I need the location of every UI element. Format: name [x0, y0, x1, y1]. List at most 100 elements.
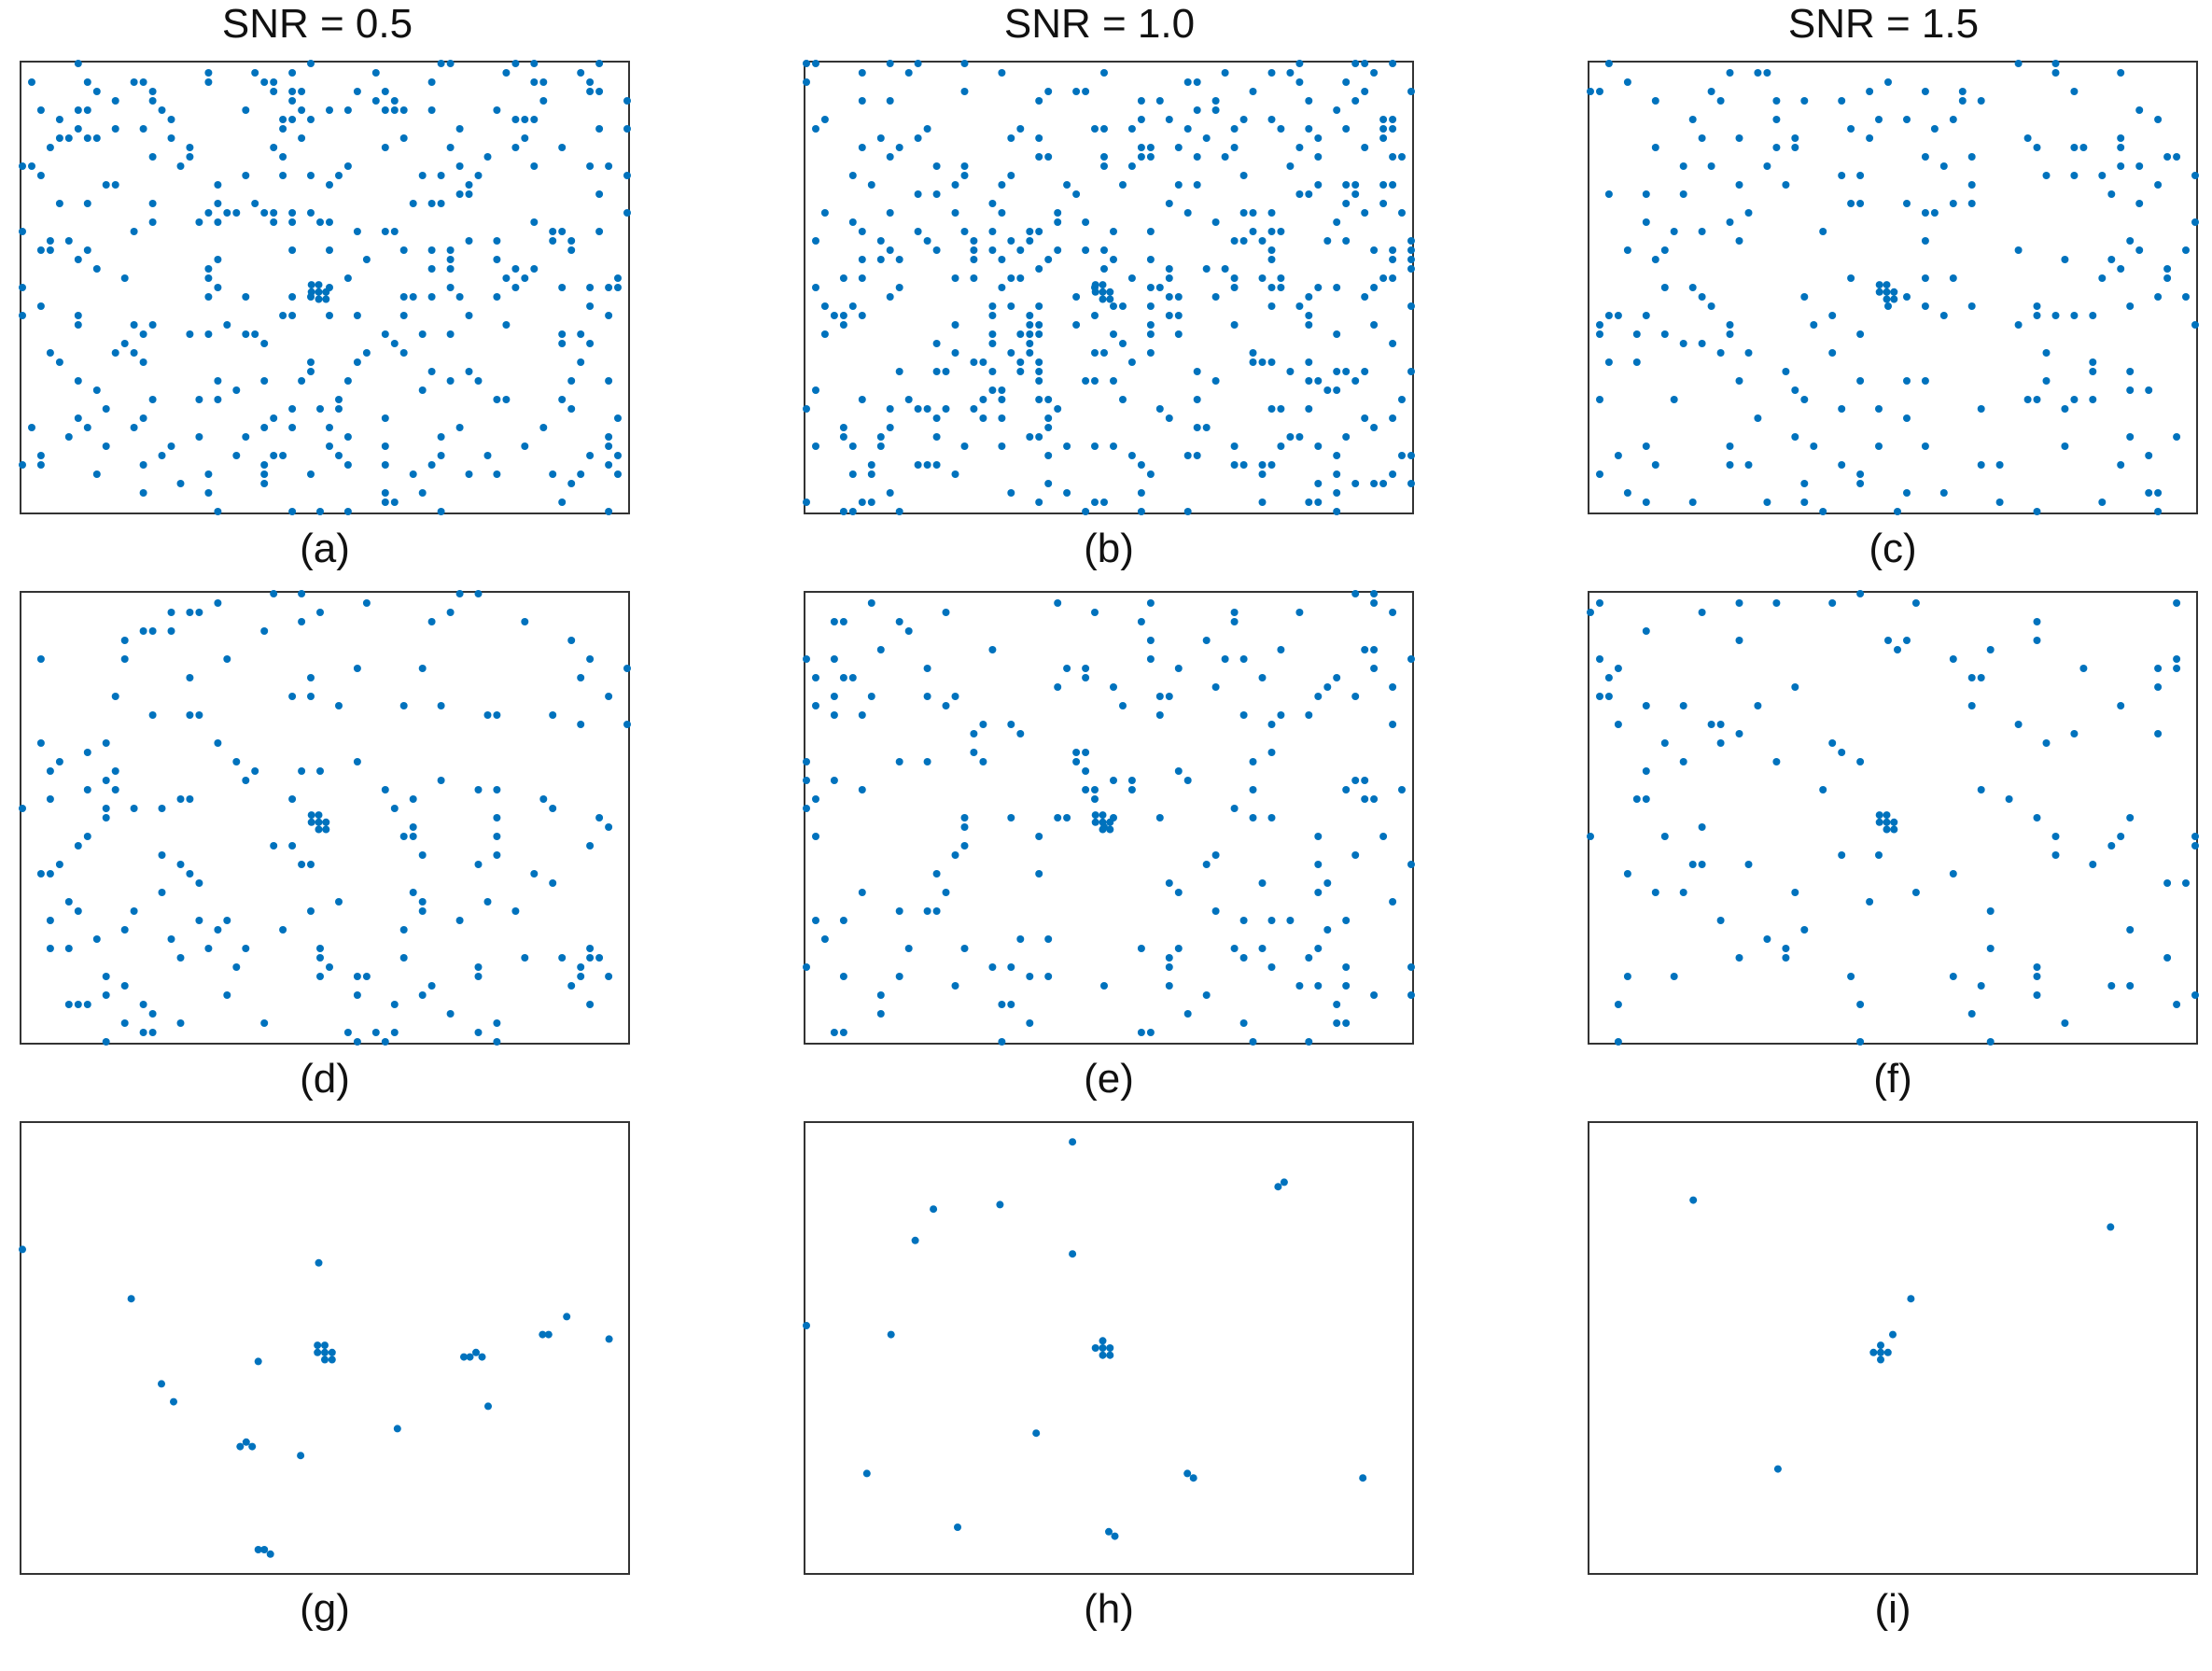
scatter-point	[1890, 288, 1898, 296]
scatter-point	[1819, 228, 1827, 235]
scatter-point	[820, 330, 829, 338]
scatter-point	[74, 106, 82, 114]
scatter-point	[1977, 405, 1985, 413]
scatter-point	[951, 349, 959, 357]
scatter-point	[493, 256, 501, 263]
scatter-point	[812, 795, 819, 803]
scatter-point	[409, 470, 417, 478]
scatter-point	[260, 480, 269, 487]
scatter-point	[1035, 433, 1043, 441]
scatter-point	[2117, 134, 2125, 142]
scatter-point	[55, 134, 63, 142]
scatter-point	[895, 284, 903, 291]
scatter-point	[1280, 1178, 1288, 1187]
scatter-point	[148, 711, 157, 719]
scatter-point	[1903, 414, 1911, 422]
scatter-point	[288, 312, 297, 319]
scatter-point	[1110, 777, 1117, 784]
scatter-point	[1614, 721, 1622, 728]
scatter-point	[270, 414, 278, 422]
scatter-point	[1614, 312, 1622, 319]
scatter-point	[1351, 851, 1360, 859]
scatter-point	[362, 349, 371, 357]
scatter-point	[74, 377, 82, 385]
scatter-point	[1949, 870, 1957, 878]
scatter-point	[465, 312, 473, 319]
scatter-point	[1286, 162, 1295, 170]
scatter-point	[2182, 879, 2190, 887]
scatter-point	[960, 823, 969, 831]
scatter-point	[1035, 228, 1043, 235]
scatter-point	[1632, 795, 1641, 803]
scatter-point	[1146, 349, 1155, 357]
scatter-point	[1800, 480, 1809, 487]
scatter-point	[381, 88, 389, 95]
scatter-point	[120, 1019, 129, 1027]
scatter-point	[399, 246, 408, 254]
scatter-point	[1744, 861, 1753, 868]
scatter-point	[493, 851, 501, 859]
scatter-point	[876, 256, 885, 263]
scatter-point	[848, 470, 857, 478]
scatter-point	[1688, 116, 1697, 123]
scatter-point	[876, 1010, 885, 1018]
scatter-point	[1007, 302, 1015, 310]
scatter-point	[1604, 693, 1613, 700]
column-title-3: SNR = 1.5	[1787, 1, 1980, 47]
scatter-point	[1707, 302, 1715, 310]
scatter-point	[1202, 637, 1211, 644]
scatter-point	[214, 599, 222, 607]
scatter-point	[1361, 144, 1369, 151]
scatter-point	[399, 134, 408, 142]
scatter-point	[102, 991, 110, 999]
scatter-point	[483, 452, 492, 459]
scatter-point	[614, 274, 622, 282]
scatter-point	[1137, 116, 1145, 123]
scatter-point	[1847, 200, 1855, 207]
scatter-point	[830, 655, 838, 663]
scatter-point	[923, 758, 931, 765]
scatter-point	[1856, 470, 1865, 478]
scatter-point	[176, 162, 185, 170]
scatter-point	[1707, 721, 1715, 728]
scatter-point	[446, 256, 455, 263]
scatter-point	[1323, 926, 1332, 934]
panel-e	[803, 590, 1415, 1046]
scatter-point	[988, 246, 997, 254]
scatter-point	[1295, 190, 1304, 198]
scatter-point	[148, 321, 157, 329]
scatter-point	[1407, 368, 1415, 375]
scatter-point	[1054, 218, 1062, 226]
scatter-point	[1099, 288, 1107, 296]
scatter-point	[418, 907, 427, 915]
scatter-point	[539, 1330, 547, 1339]
scatter-point	[1688, 861, 1697, 868]
scatter-point	[1044, 424, 1053, 431]
scatter-point	[895, 508, 903, 515]
scatter-point	[316, 973, 324, 980]
scatter-point	[36, 461, 45, 469]
scatter-point	[130, 228, 138, 235]
scatter-point	[1230, 274, 1239, 282]
scatter-point	[2023, 134, 2032, 142]
scatter-point	[437, 777, 445, 784]
scatter-point	[437, 60, 445, 67]
scatter-point	[1305, 1038, 1313, 1046]
scatter-point	[1146, 144, 1155, 151]
scatter-point	[446, 284, 455, 291]
scatter-point	[1165, 982, 1173, 990]
scatter-point	[36, 106, 45, 114]
scatter-point	[876, 237, 885, 245]
scatter-point	[1977, 982, 1985, 990]
scatter-point	[223, 917, 231, 924]
scatter-point	[1838, 749, 1846, 756]
scatter-point	[951, 274, 959, 282]
scatter-point	[64, 898, 73, 906]
scatter-point	[1305, 293, 1313, 301]
scatter-point	[204, 945, 213, 952]
scatter-point	[1370, 665, 1379, 672]
scatter-point	[539, 795, 548, 803]
scatter-point	[858, 144, 866, 151]
scatter-point	[1604, 190, 1613, 198]
scatter-point	[839, 321, 847, 329]
